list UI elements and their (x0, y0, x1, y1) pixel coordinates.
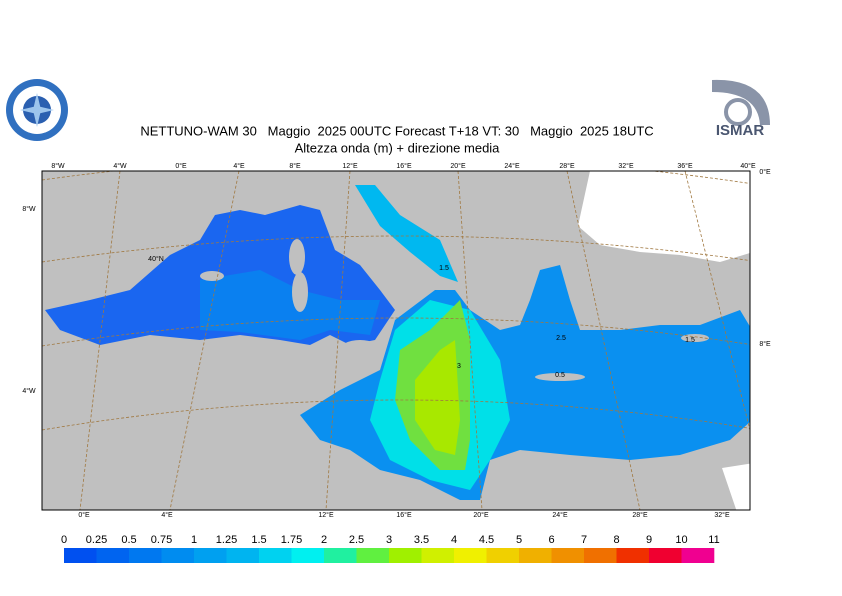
colorbar-box (324, 548, 357, 563)
bottom-label: 32°E (714, 511, 730, 519)
bottom-label: 12°E (318, 511, 334, 519)
colorbar-label: 6 (548, 534, 554, 546)
right-label: 8°E (759, 340, 771, 348)
left-label: 4°W (22, 387, 36, 395)
title: NETTUNO-WAM 30 Maggio 2025 00UTC Forecas… (140, 123, 653, 138)
colorbar-box (259, 548, 292, 563)
bottom-label: 0°E (78, 511, 90, 519)
top-label: 36°E (677, 162, 693, 170)
top-label: 8°E (289, 162, 301, 170)
colorbar-box (64, 548, 97, 563)
sea-west-light (200, 270, 380, 340)
subtitle: Altezza onda (m) + direzione media (295, 140, 501, 155)
colorbar-label: 0.5 (121, 534, 136, 546)
colorbar-label: 7 (581, 534, 587, 546)
bottom-label: 16°E (396, 511, 412, 519)
top-label: 0°E (175, 162, 187, 170)
top-label: 28°E (559, 162, 575, 170)
colorbar-label: 10 (675, 534, 687, 546)
colorbar-box (291, 548, 325, 563)
colorbar-box (389, 548, 422, 563)
contour-label: 3 (457, 363, 461, 370)
colorbar-box (129, 548, 162, 563)
bottom-label: 20°E (473, 511, 489, 519)
colorbar-box (356, 548, 390, 563)
colorbar-box (616, 548, 650, 563)
colorbar-label: 5 (516, 534, 522, 546)
logo-left (6, 79, 68, 141)
bottom-label: 24°E (552, 511, 568, 519)
colorbar-box (161, 548, 195, 563)
left-label: 8°W (22, 205, 36, 213)
colorbar-label: 11 (708, 534, 719, 546)
colorbar-label: 4 (451, 534, 457, 546)
colorbar-label: 1 (191, 534, 197, 546)
colorbar-box (584, 548, 617, 563)
contour-label: 0.5 (555, 372, 565, 379)
colorbar-label: 3.5 (414, 534, 429, 546)
top-label: 12°E (342, 162, 358, 170)
colorbar-label: 3 (386, 534, 392, 546)
contour-label: 1.5 (685, 337, 695, 344)
colorbar-label: 0.75 (151, 534, 172, 546)
top-label: 20°E (450, 162, 466, 170)
colorbar-box (486, 548, 520, 563)
top-label: 4°W (113, 162, 127, 170)
colorbar-label: 1.75 (281, 534, 302, 546)
colorbar-box (194, 548, 227, 563)
sea-adriatic (355, 185, 458, 282)
logo-text: ISMAR (716, 122, 765, 139)
map (41, 170, 751, 511)
colorbar-box (454, 548, 487, 563)
colorbar-label: 1.5 (251, 534, 266, 546)
colorbar-label: 0 (61, 534, 67, 546)
top-label: 32°E (618, 162, 634, 170)
top-label: 24°E (504, 162, 520, 170)
colorbar-label: 1.25 (216, 534, 237, 546)
colorbar-label: 2 (321, 534, 327, 546)
inner-label: 40°N (148, 255, 164, 263)
colorbar-box (681, 548, 715, 563)
colorbar-box (96, 548, 130, 563)
colorbar-box (551, 548, 585, 563)
sea-peak (415, 340, 460, 455)
bottom-label: 4°E (161, 511, 173, 519)
colorbar-box (226, 548, 260, 563)
colorbar-label: 2.5 (349, 534, 364, 546)
colorbar-label: 8 (613, 534, 619, 546)
top-label: 8°W (51, 162, 65, 170)
colorbar-label: 9 (646, 534, 652, 546)
contour-label: 2.5 (556, 335, 566, 342)
colorbar-box (519, 548, 552, 563)
colorbar-box (421, 548, 455, 563)
right-label: 0°E (759, 168, 771, 176)
logo-right: ISMAR (710, 79, 770, 141)
bottom-label: 28°E (632, 511, 648, 519)
colorbar-box (649, 548, 682, 563)
top-label: 40°E (740, 162, 756, 170)
colorbar-label: 0.25 (86, 534, 107, 546)
contour-label: 1.5 (439, 265, 449, 272)
top-label: 4°E (233, 162, 245, 170)
graticule (42, 171, 750, 510)
top-label: 16°E (396, 162, 412, 170)
outside-area (578, 171, 750, 510)
colorbar-label: 4.5 (479, 534, 494, 546)
islands (200, 239, 709, 381)
